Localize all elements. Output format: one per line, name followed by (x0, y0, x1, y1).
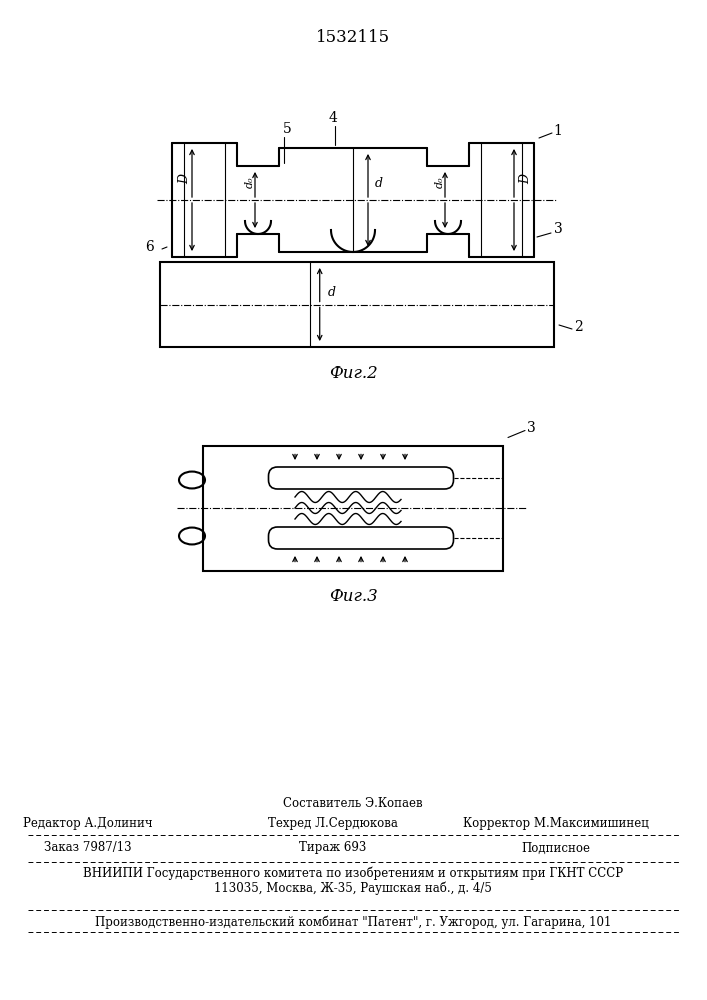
Text: Тираж 693: Тираж 693 (299, 842, 367, 854)
Text: 6: 6 (146, 240, 154, 254)
Text: Редактор А.Долинич: Редактор А.Долинич (23, 816, 153, 830)
Text: Заказ 7987/13: Заказ 7987/13 (44, 842, 132, 854)
Text: d₀: d₀ (435, 176, 445, 188)
Text: 5: 5 (283, 122, 291, 136)
Bar (203, 446, 503, 570)
Text: d₀: d₀ (245, 176, 255, 188)
Text: 1532115: 1532115 (316, 28, 390, 45)
FancyBboxPatch shape (269, 467, 453, 489)
Text: 1: 1 (554, 124, 563, 138)
Text: Фиг.3: Фиг.3 (329, 588, 378, 605)
Text: Корректор М.Максимишинец: Корректор М.Максимишинец (463, 816, 649, 830)
Text: Составитель Э.Копаев: Составитель Э.Копаев (284, 797, 423, 810)
FancyBboxPatch shape (269, 527, 453, 549)
Text: 3: 3 (527, 420, 535, 434)
Text: Производственно-издательский комбинат "Патент", г. Ужгород, ул. Гагарина, 101: Производственно-издательский комбинат "П… (95, 915, 611, 929)
Bar (160, 262, 554, 347)
Text: 3: 3 (554, 222, 562, 236)
Text: Подписное: Подписное (522, 842, 590, 854)
Text: D: D (178, 174, 192, 184)
Text: Техред Л.Сердюкова: Техред Л.Сердюкова (268, 816, 398, 830)
Text: d: d (375, 177, 383, 190)
Text: D: D (519, 174, 532, 184)
Text: Фиг.2: Фиг.2 (329, 364, 378, 381)
Text: 2: 2 (573, 320, 583, 334)
Text: ВНИИПИ Государственного комитета по изобретениям и открытиям при ГКНТ СССР: ВНИИПИ Государственного комитета по изоб… (83, 866, 623, 880)
Text: d: d (328, 286, 336, 298)
Text: 113035, Москва, Ж-35, Раушская наб., д. 4/5: 113035, Москва, Ж-35, Раушская наб., д. … (214, 881, 492, 895)
Text: 4: 4 (329, 111, 337, 125)
